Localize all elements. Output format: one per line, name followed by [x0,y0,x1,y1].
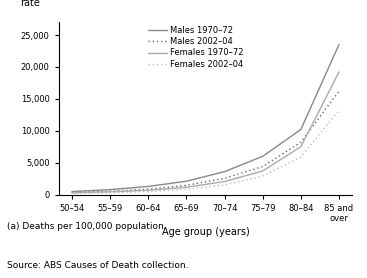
Males 2002–04 [337,90,341,93]
Females 1970–72 [146,188,150,192]
X-axis label: Age group (years): Age group (years) [161,227,250,237]
Females 1970–72 [70,191,74,195]
Males 1970–72 [70,190,74,193]
Males 1970–72 [222,170,227,173]
Females 2002–04 [146,190,150,193]
Text: Source: ABS Causes of Death collection.: Source: ABS Causes of Death collection. [7,261,189,270]
Males 1970–72 [184,180,189,183]
Females 2002–04 [184,187,189,191]
Males 2002–04 [70,191,74,194]
Females 1970–72 [337,70,341,74]
Text: (a) Deaths per 100,000 population.: (a) Deaths per 100,000 population. [7,222,167,231]
Females 2002–04 [299,155,303,159]
Males 1970–72 [337,43,341,46]
Females 1970–72 [261,169,265,173]
Males 2002–04 [108,190,112,193]
Males 2002–04 [299,141,303,144]
Line: Males 1970–72: Males 1970–72 [72,44,339,192]
Males 2002–04 [261,165,265,168]
Females 2002–04 [337,109,341,112]
Males 1970–72 [108,188,112,191]
Females 2002–04 [108,191,112,194]
Line: Females 2002–04: Females 2002–04 [72,110,339,193]
Females 2002–04 [70,192,74,195]
Females 1970–72 [222,180,227,183]
Males 2002–04 [222,177,227,180]
Males 2002–04 [184,184,189,187]
Males 1970–72 [146,185,150,188]
Females 1970–72 [184,186,189,189]
Males 1970–72 [299,128,303,131]
Line: Females 1970–72: Females 1970–72 [72,72,339,193]
Text: rate: rate [21,0,40,8]
Females 2002–04 [222,183,227,187]
Males 2002–04 [146,187,150,191]
Line: Males 2002–04: Males 2002–04 [72,91,339,193]
Females 1970–72 [108,190,112,193]
Females 2002–04 [261,174,265,178]
Females 1970–72 [299,145,303,148]
Males 1970–72 [261,155,265,158]
Legend: Males 1970–72, Males 2002–04, Females 1970–72, Females 2002–04: Males 1970–72, Males 2002–04, Females 19… [145,23,247,72]
